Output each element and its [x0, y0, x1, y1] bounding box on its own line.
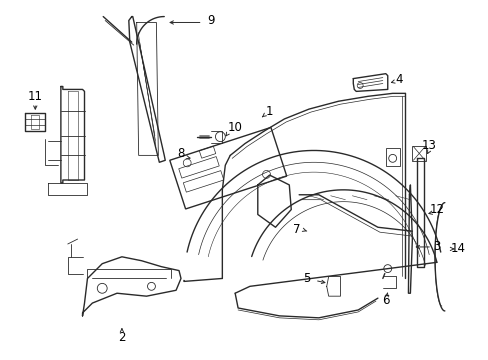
Text: 12: 12	[428, 203, 444, 216]
Bar	[169, 127, 286, 209]
Bar	[199, 146, 215, 158]
Text: 6: 6	[381, 294, 389, 307]
Bar	[411, 145, 425, 161]
Text: 5: 5	[303, 272, 310, 285]
Text: 8: 8	[177, 147, 184, 160]
Bar	[385, 148, 399, 166]
Bar	[183, 171, 224, 192]
Text: 2: 2	[118, 331, 125, 344]
Text: 9: 9	[206, 14, 214, 27]
Bar	[179, 157, 219, 178]
Text: 11: 11	[28, 90, 42, 103]
Text: 7: 7	[293, 223, 300, 236]
Text: 10: 10	[227, 121, 242, 134]
Text: 4: 4	[395, 73, 403, 86]
Text: 1: 1	[265, 105, 273, 118]
Text: 14: 14	[450, 242, 465, 255]
Text: 13: 13	[421, 139, 436, 152]
Text: 3: 3	[432, 240, 440, 253]
